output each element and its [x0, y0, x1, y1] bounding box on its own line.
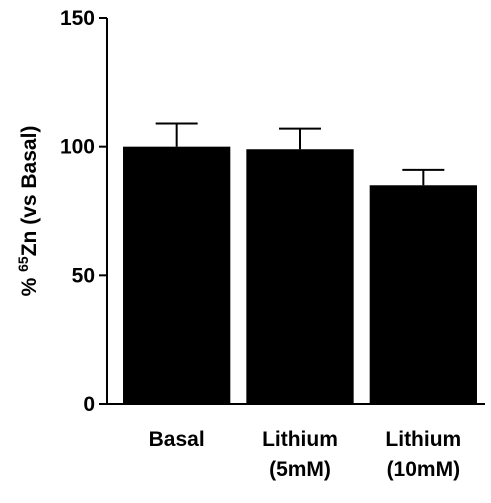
x-tick-label: Lithium (10mM): [385, 428, 461, 481]
x-tick-label: Lithium (5mM): [262, 428, 338, 481]
bar: [246, 149, 354, 404]
y-label-prefix: %: [18, 277, 41, 296]
bar: [369, 185, 477, 404]
y-tick-label: 0: [83, 393, 95, 416]
x-tick-label: Basal: [149, 428, 205, 451]
error-bar: [402, 168, 445, 186]
y-label-superscript: 65: [15, 256, 31, 272]
error-bar: [155, 122, 198, 147]
x-tick-label-line: (10mM): [387, 458, 461, 481]
y-tick-label: 50: [72, 264, 95, 287]
y-label-main: Zn (vs Basal): [18, 126, 41, 257]
x-tick-label-line: Basal: [149, 428, 205, 451]
error-bar: [279, 127, 321, 150]
y-tick-label: 100: [60, 136, 95, 159]
y-axis-label: % 65Zn (vs Basal): [15, 126, 41, 297]
x-tick-label-line: Lithium: [262, 428, 338, 451]
x-tick-label-line: Lithium: [385, 428, 461, 451]
y-tick-label: 150: [60, 7, 95, 30]
x-tick-label-line: (5mM): [269, 458, 331, 481]
bar: [123, 146, 231, 404]
